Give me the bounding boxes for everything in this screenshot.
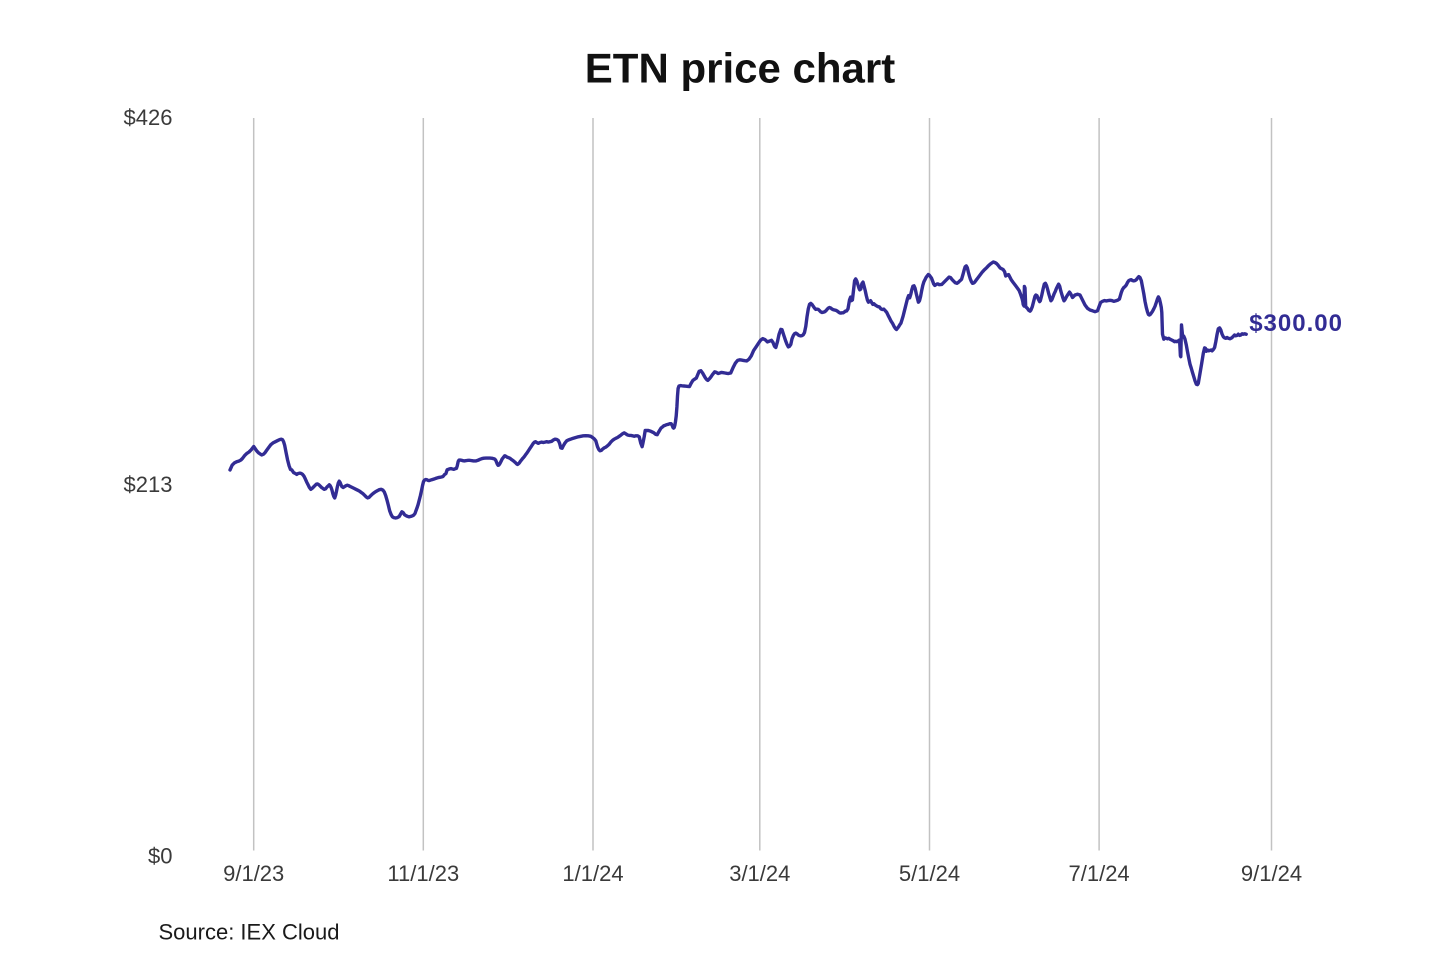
svg-text:3/1/24: 3/1/24	[729, 861, 790, 886]
svg-text:$426: $426	[124, 105, 173, 130]
svg-text:Source: IEX Cloud: Source: IEX Cloud	[159, 920, 340, 945]
svg-text:9/1/23: 9/1/23	[223, 861, 284, 886]
svg-text:9/1/24: 9/1/24	[1241, 861, 1302, 886]
svg-text:ETN price chart: ETN price chart	[585, 45, 895, 92]
svg-text:11/1/23: 11/1/23	[387, 861, 459, 886]
svg-text:5/1/24: 5/1/24	[899, 861, 960, 886]
svg-text:$213: $213	[124, 472, 173, 497]
svg-text:1/1/24: 1/1/24	[562, 861, 623, 886]
svg-text:7/1/24: 7/1/24	[1069, 861, 1130, 886]
svg-text:$300.00: $300.00	[1249, 310, 1343, 337]
svg-text:$0: $0	[148, 844, 172, 869]
